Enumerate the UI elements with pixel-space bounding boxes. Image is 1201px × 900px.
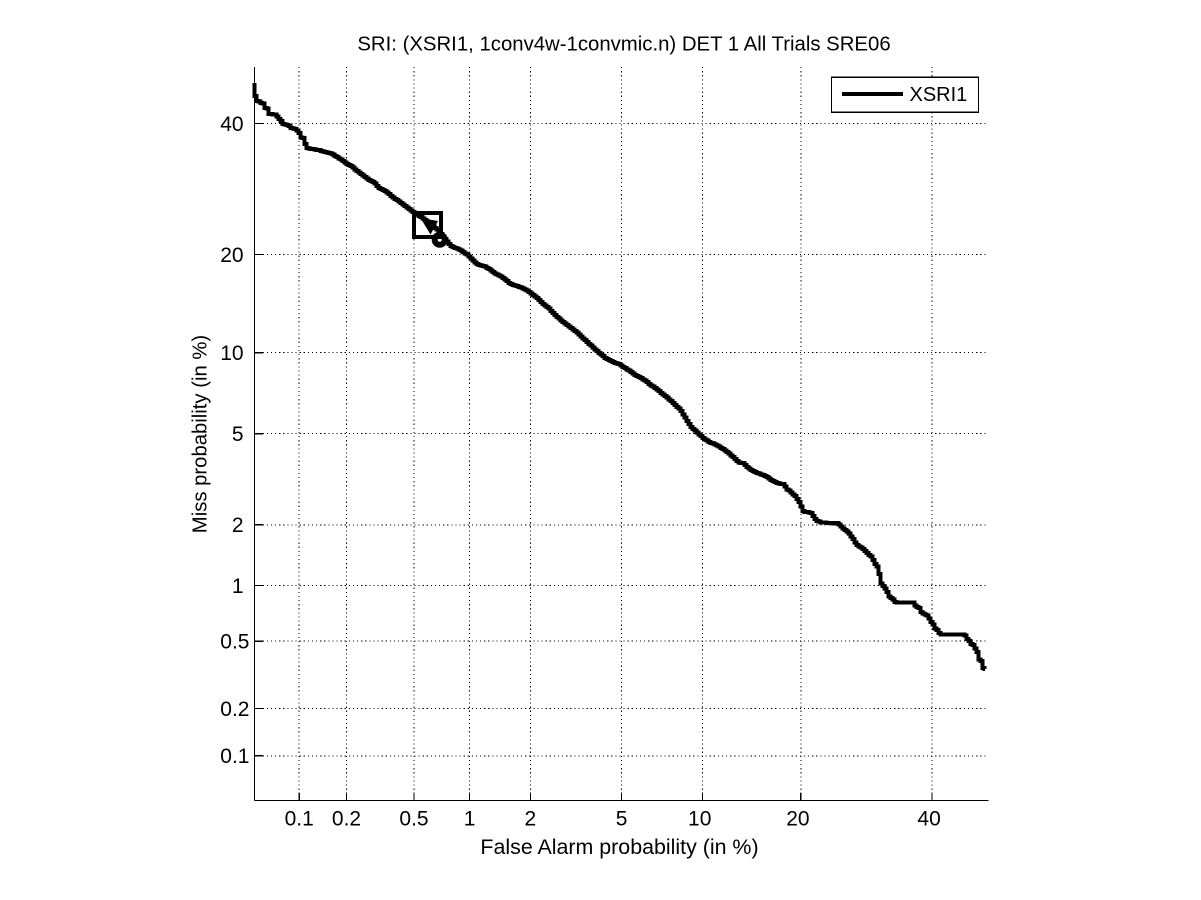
svg-text:2: 2: [525, 808, 537, 831]
svg-text:10: 10: [220, 342, 243, 365]
svg-text:1: 1: [464, 808, 476, 831]
svg-text:20: 20: [220, 244, 243, 267]
svg-text:0.1: 0.1: [220, 745, 249, 768]
svg-text:5: 5: [616, 808, 628, 831]
svg-text:Miss probability (in %): Miss probability (in %): [190, 335, 212, 533]
svg-text:0.2: 0.2: [220, 698, 249, 721]
svg-text:0.5: 0.5: [220, 631, 249, 654]
svg-text:40: 40: [220, 113, 243, 136]
svg-text:20: 20: [786, 808, 809, 831]
svg-text:False Alarm probability (in %): False Alarm probability (in %): [480, 835, 758, 859]
svg-text:1: 1: [232, 575, 244, 598]
svg-text:40: 40: [917, 808, 940, 831]
svg-text:0.5: 0.5: [399, 808, 428, 831]
svg-text:SRI: (XSRI1, 1conv4w-1convmic.: SRI: (XSRI1, 1conv4w-1convmic.n) DET 1 A…: [357, 34, 890, 56]
svg-text:10: 10: [688, 808, 711, 831]
svg-text:5: 5: [232, 423, 244, 446]
svg-text:2: 2: [232, 514, 244, 537]
svg-text:0.1: 0.1: [285, 808, 314, 831]
svg-text:0.2: 0.2: [332, 808, 361, 831]
svg-text:XSRI1: XSRI1: [910, 84, 968, 106]
